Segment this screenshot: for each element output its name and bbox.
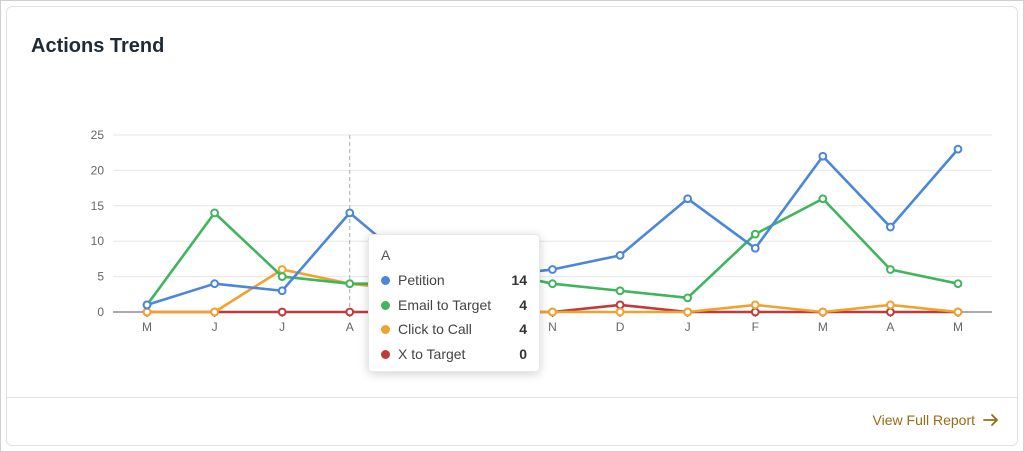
x-tick-label: M — [142, 320, 152, 334]
data-point[interactable] — [615, 300, 625, 310]
data-point[interactable] — [750, 300, 760, 310]
data-point[interactable] — [683, 194, 693, 204]
x-tick-label: J — [279, 320, 285, 334]
data-point[interactable] — [210, 208, 219, 218]
data-point[interactable] — [277, 265, 287, 274]
x-tick-label: D — [616, 320, 625, 334]
tooltip-series-name: Email to Target — [398, 297, 492, 313]
tooltip-row-call: Click to Call 4 — [381, 319, 527, 339]
data-point[interactable] — [615, 250, 625, 260]
data-point[interactable] — [210, 307, 219, 317]
view-full-report-link[interactable]: View Full Report — [873, 412, 999, 428]
x-dot-icon — [381, 349, 390, 359]
data-point[interactable] — [886, 307, 895, 317]
tooltip-series-name: Click to Call — [398, 321, 472, 337]
tooltip-series-name: Petition — [398, 272, 445, 288]
series-email-to-target — [142, 194, 963, 310]
data-point[interactable] — [615, 307, 625, 317]
x-tick-label: J — [685, 320, 691, 334]
x-tick-label: F — [752, 320, 759, 334]
card-title: Actions Trend — [31, 35, 165, 57]
y-axis-ticks: 0 5 10 15 20 25 — [91, 128, 105, 319]
data-point[interactable] — [818, 151, 828, 161]
x-tick-label: N — [548, 320, 557, 334]
arrow-right-icon — [983, 413, 999, 427]
data-point[interactable] — [142, 307, 152, 317]
series-line — [145, 268, 960, 314]
x-tick-label: A — [886, 320, 894, 334]
tooltip-series-value: 4 — [519, 297, 527, 313]
x-tick-label: M — [818, 320, 828, 334]
y-tick-label: 5 — [97, 270, 104, 284]
y-tick-label: 20 — [91, 163, 105, 177]
x-tick-label: M — [953, 320, 963, 334]
call-dot-icon — [381, 324, 390, 334]
y-tick-label: 25 — [91, 128, 105, 142]
data-point[interactable] — [277, 307, 287, 317]
data-point[interactable] — [953, 144, 963, 154]
tooltip-row-email: Email to Target 4 — [381, 295, 527, 315]
data-point[interactable] — [953, 279, 963, 289]
chart-series — [142, 144, 963, 317]
tooltip-series-value: 4 — [519, 321, 527, 337]
tooltip-series-value: 0 — [519, 346, 527, 362]
data-point[interactable] — [548, 279, 557, 289]
y-tick-label: 15 — [91, 199, 105, 213]
data-point[interactable] — [750, 307, 760, 317]
data-point[interactable] — [953, 307, 963, 317]
petition-dot-icon — [381, 275, 390, 285]
data-point[interactable] — [345, 279, 355, 289]
data-point[interactable] — [615, 286, 625, 296]
tooltip-row-x: X to Target 0 — [381, 344, 527, 364]
email-dot-icon — [381, 300, 390, 310]
data-point[interactable] — [750, 229, 760, 239]
data-point[interactable] — [345, 208, 355, 218]
data-point[interactable] — [548, 265, 557, 274]
data-point[interactable] — [210, 279, 219, 289]
data-point[interactable] — [277, 286, 287, 296]
data-point[interactable] — [886, 222, 895, 232]
data-point[interactable] — [345, 307, 355, 317]
tooltip-series-value: 14 — [511, 272, 527, 288]
tooltip-row-petition: Petition 14 — [381, 270, 527, 290]
x-tick-label: A — [346, 320, 354, 334]
data-point[interactable] — [818, 194, 828, 204]
data-point[interactable] — [886, 265, 895, 274]
data-point[interactable] — [277, 272, 287, 282]
y-tick-label: 0 — [97, 305, 104, 319]
tooltip-title: A — [381, 247, 391, 263]
y-tick-label: 10 — [91, 234, 105, 248]
data-point[interactable] — [750, 243, 760, 253]
chart-tooltip: A Petition 14 Email to Target 4 Click to… — [368, 234, 540, 372]
view-full-report-label: View Full Report — [872, 412, 975, 428]
card-divider — [7, 397, 1017, 398]
data-point[interactable] — [548, 307, 557, 317]
data-point[interactable] — [683, 293, 693, 303]
data-point[interactable] — [683, 307, 693, 317]
x-tick-label: J — [212, 320, 218, 334]
data-point[interactable] — [142, 300, 152, 310]
data-point[interactable] — [886, 300, 895, 310]
data-point[interactable] — [818, 307, 828, 317]
tooltip-series-name: X to Target — [398, 346, 466, 362]
